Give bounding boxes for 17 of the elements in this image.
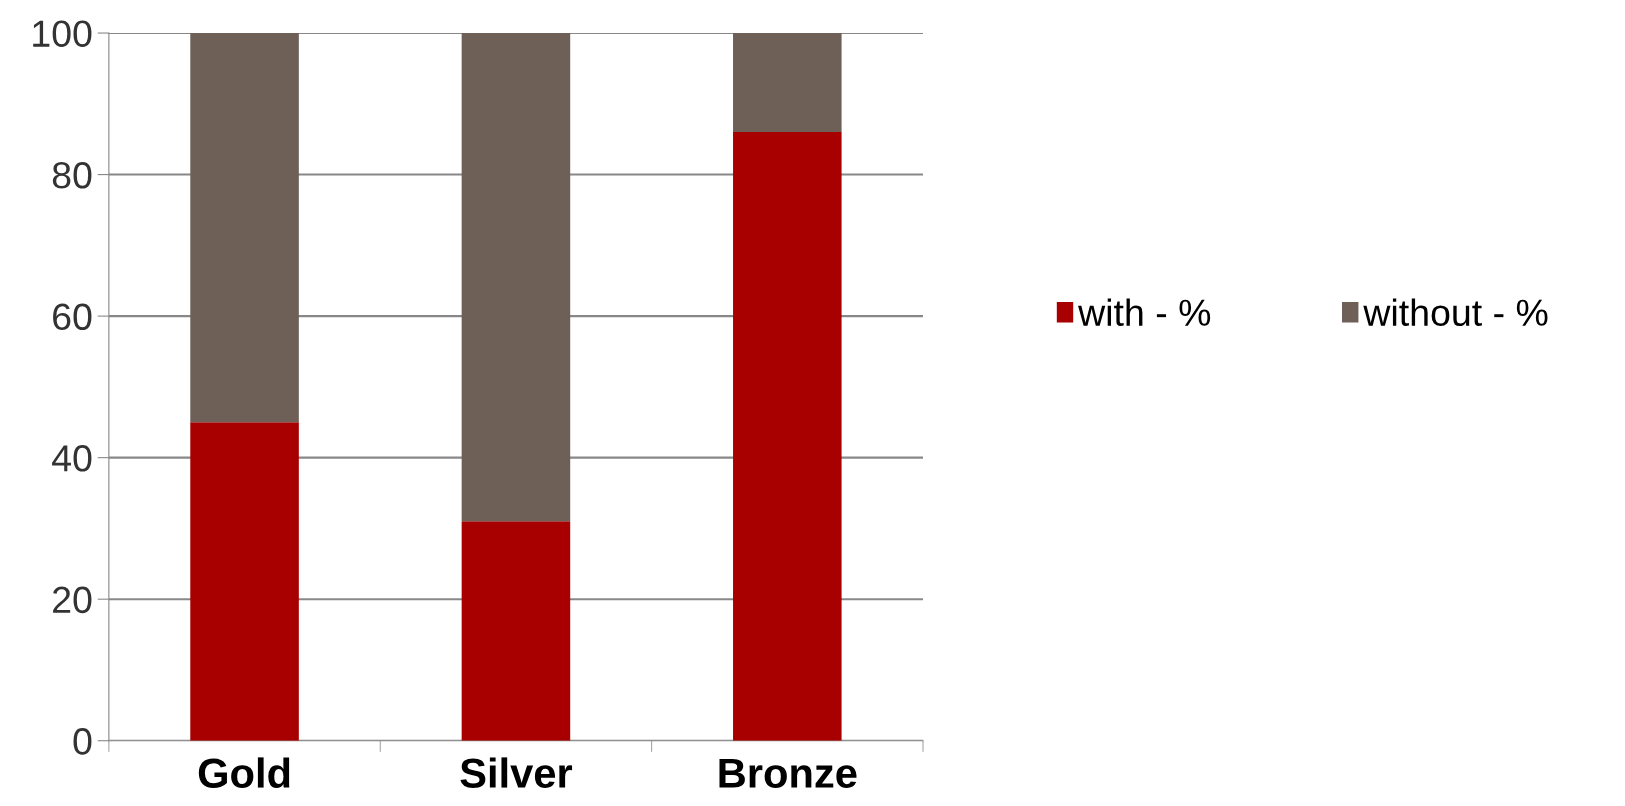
bar bbox=[733, 132, 842, 741]
y-tick-label: 60 bbox=[53, 303, 92, 331]
y-tick-label: 40 bbox=[52, 445, 92, 472]
bar bbox=[190, 422, 299, 741]
y-tick-label: 100 bbox=[33, 20, 92, 47]
x-tick-label: Silver bbox=[460, 757, 573, 788]
x-tick-label: Bronze bbox=[719, 758, 857, 788]
y-tick-label: 0 bbox=[73, 728, 92, 755]
x-tick-label: Gold bbox=[198, 757, 290, 788]
legend-label: without - % bbox=[1363, 298, 1548, 327]
bar bbox=[190, 33, 299, 423]
y-tick-label: 80 bbox=[52, 161, 92, 189]
bar bbox=[733, 33, 842, 133]
legend-label: with - % bbox=[1078, 298, 1211, 326]
y-tick-label: 20 bbox=[53, 586, 92, 614]
bar bbox=[461, 33, 571, 522]
bar bbox=[461, 521, 571, 741]
